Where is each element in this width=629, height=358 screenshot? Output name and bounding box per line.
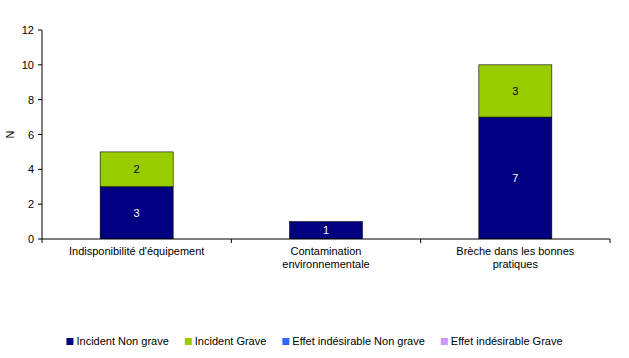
legend-swatch — [282, 338, 289, 345]
bar-segment — [100, 151, 173, 152]
x-tick-label: Brèche dans les bonnespratiques — [456, 245, 575, 270]
data-label: 3 — [512, 85, 518, 97]
y-tick-label: 6 — [28, 129, 34, 141]
data-label: 2 — [134, 163, 140, 175]
y-tick — [38, 64, 42, 65]
chart: 0 2 4 6 8 10 12 N 3 1 7 2 3 Indisponibilité d'équipem… — [0, 0, 629, 358]
y-tick-label: 2 — [28, 198, 34, 210]
bar-segment — [479, 65, 552, 117]
legend-item: Incident Grave — [185, 335, 267, 347]
y-tick — [38, 134, 42, 135]
legend: Incident Non grave Incident Grave Effet in… — [66, 335, 562, 347]
x-tick — [42, 239, 43, 243]
legend-item: Incident Non grave — [66, 335, 168, 347]
y-tick-label: 12 — [22, 24, 34, 36]
bars — [100, 65, 552, 239]
y-tick — [38, 169, 42, 170]
y-axis-line — [42, 30, 43, 239]
x-tick-label-line: pratiques — [493, 258, 539, 270]
x-axis: Indisponibilité d'équipement Contaminatio… — [42, 239, 610, 270]
data-label: 3 — [134, 207, 140, 219]
y-tick — [38, 204, 42, 205]
legend-swatch — [185, 338, 192, 345]
legend-item: Effet indésirable Grave — [441, 335, 563, 347]
y-axis: 0 2 4 6 8 10 12 — [22, 24, 42, 245]
x-tick-label-line: environnementale — [282, 258, 369, 270]
y-tick-label: 10 — [22, 59, 34, 71]
x-tick-label: Indisponibilité d'équipement — [69, 245, 204, 257]
bar-segment — [290, 221, 363, 222]
bar-segment — [100, 151, 173, 152]
x-tick — [420, 239, 421, 243]
legend-swatch — [441, 338, 448, 345]
bar-segment — [290, 221, 363, 222]
legend-label: Incident Grave — [195, 335, 267, 347]
x-tick-label-line: Indisponibilité d'équipement — [69, 245, 204, 257]
x-tick-label: Contaminationenvironnementale — [282, 245, 369, 270]
bar-segment — [290, 222, 363, 239]
x-axis-line — [42, 239, 610, 240]
bar-segment — [479, 64, 552, 65]
bar-segment — [479, 117, 552, 239]
legend-label: Effet indésirable Non grave — [292, 335, 425, 347]
legend-swatch — [66, 338, 73, 345]
x-tick-label-line: Contamination — [291, 245, 362, 257]
y-tick-label: 0 — [28, 233, 34, 245]
bar-segment — [479, 64, 552, 65]
bar-segment — [100, 187, 173, 239]
y-tick — [38, 99, 42, 100]
data-label: 7 — [512, 172, 518, 184]
x-tick — [610, 239, 611, 243]
data-label: 1 — [323, 224, 329, 236]
y-tick-label: 8 — [28, 94, 34, 106]
bar-segment — [100, 152, 173, 187]
legend-label: Incident Non grave — [76, 335, 168, 347]
legend-item: Effet indésirable Non grave — [282, 335, 425, 347]
data-labels: 3 1 7 2 3 — [134, 85, 519, 236]
y-tick-label: 4 — [28, 163, 34, 175]
y-axis-label: N — [4, 130, 16, 138]
y-tick — [38, 30, 42, 31]
bar-segment — [290, 221, 363, 222]
legend-label: Effet indésirable Grave — [451, 335, 563, 347]
x-tick — [231, 239, 232, 243]
x-tick-label-line: Brèche dans les bonnes — [456, 245, 575, 257]
y-tick — [38, 239, 42, 240]
